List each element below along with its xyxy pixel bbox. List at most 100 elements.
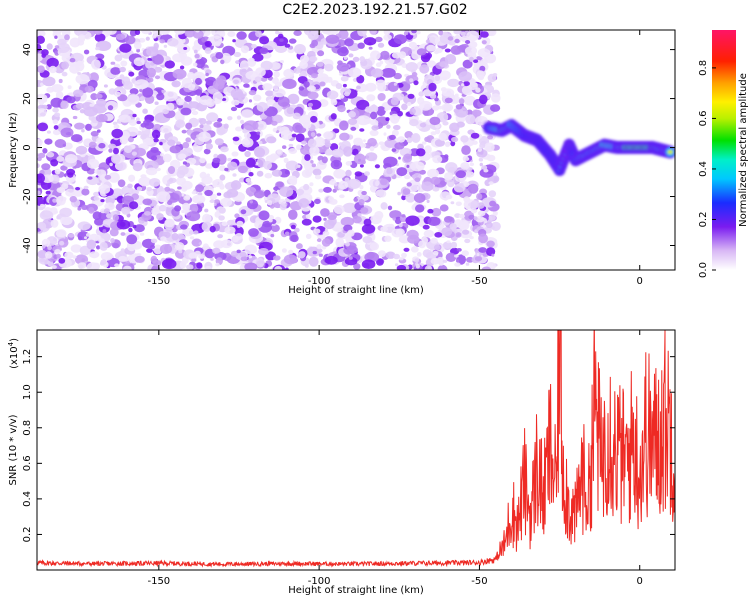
noise-blob — [488, 190, 497, 198]
noise-blob — [193, 62, 198, 67]
noise-blob — [171, 233, 179, 241]
noise-blob — [293, 67, 301, 74]
noise-blob — [42, 76, 56, 87]
noise-blob — [120, 248, 125, 252]
noise-blob — [401, 103, 408, 111]
noise-blob — [184, 30, 195, 38]
noise-blob — [127, 94, 140, 105]
noise-blob — [338, 180, 349, 190]
noise-blob — [141, 30, 151, 35]
noise-blob — [441, 103, 453, 112]
noise-blob — [441, 227, 453, 237]
noise-blob — [317, 50, 325, 57]
noise-blob — [461, 83, 465, 87]
noise-blob — [224, 167, 229, 172]
noise-blob — [162, 153, 172, 163]
noise-blob — [164, 186, 171, 192]
noise-blob — [340, 75, 349, 82]
noise-blob — [283, 157, 289, 164]
noise-blob — [215, 262, 220, 267]
noise-blob — [380, 178, 388, 186]
noise-blob — [74, 122, 85, 130]
noise-blob — [95, 235, 102, 241]
noise-blob — [390, 97, 399, 106]
noise-blob — [312, 215, 322, 223]
noise-blob — [470, 132, 480, 139]
noise-blob — [259, 36, 270, 45]
noise-blob — [442, 241, 453, 249]
noise-blob — [109, 162, 113, 167]
noise-blob — [434, 50, 439, 55]
noise-blob — [339, 120, 349, 131]
noise-blob — [288, 38, 297, 44]
noise-blob — [138, 176, 152, 187]
noise-blob — [348, 53, 354, 58]
noise-blob — [479, 168, 494, 178]
noise-blob — [51, 265, 57, 269]
noise-blob — [226, 242, 231, 246]
colorbar-tick-label: 0.4 — [698, 161, 709, 177]
noise-blob — [116, 219, 131, 230]
noise-blob — [476, 193, 483, 200]
noise-blob — [370, 214, 382, 225]
noise-blob — [169, 145, 181, 154]
noise-blob — [410, 246, 419, 253]
noise-blob — [37, 53, 43, 62]
noise-blob — [213, 202, 217, 206]
noise-blob — [428, 82, 437, 92]
noise-blob — [99, 175, 106, 181]
noise-blob — [272, 127, 277, 133]
noise-blob — [196, 134, 200, 138]
noise-blob — [376, 106, 386, 117]
noise-blob — [204, 189, 213, 197]
noise-blob — [317, 145, 327, 153]
noise-blob — [52, 129, 61, 136]
noise-blob — [147, 77, 154, 83]
noise-blob — [403, 247, 410, 252]
noise-blob — [168, 177, 177, 184]
noise-blob — [233, 79, 240, 85]
noise-blob — [329, 198, 338, 205]
x-tick-label: -50 — [471, 576, 487, 587]
noise-blob — [271, 169, 283, 177]
noise-blob — [154, 101, 159, 105]
noise-blob — [487, 73, 497, 83]
noise-blob — [393, 253, 400, 260]
noise-blob — [188, 230, 194, 235]
noise-blob — [192, 30, 204, 39]
noise-blob — [187, 71, 195, 80]
noise-blob — [287, 93, 300, 105]
noise-blob — [236, 31, 247, 40]
noise-blob — [282, 145, 287, 150]
noise-blob — [371, 125, 379, 131]
noise-blob — [279, 186, 294, 198]
noise-blob — [393, 34, 407, 45]
noise-blob — [140, 134, 147, 140]
noise-blob — [462, 229, 470, 235]
noise-blob — [186, 211, 201, 222]
noise-blob — [455, 232, 462, 238]
noise-blob — [215, 52, 224, 59]
noise-blob — [156, 167, 161, 172]
noise-blob — [383, 132, 387, 136]
noise-blob — [298, 198, 310, 208]
noise-blob — [38, 98, 45, 105]
noise-blob — [71, 186, 85, 197]
noise-blob — [335, 237, 345, 248]
noise-blob — [369, 104, 379, 113]
noise-blob — [444, 48, 451, 53]
noise-blob — [234, 213, 240, 219]
noise-blob — [78, 236, 83, 241]
noise-blob — [134, 30, 141, 35]
noise-blob — [384, 107, 389, 112]
noise-blob — [118, 255, 127, 262]
noise-blob — [61, 54, 71, 62]
noise-blob — [221, 221, 228, 227]
noise-blob — [321, 238, 331, 247]
noise-blob — [227, 161, 238, 171]
noise-blob — [166, 183, 170, 187]
noise-blob — [307, 138, 317, 148]
noise-blob — [205, 41, 211, 47]
noise-blob — [397, 110, 403, 117]
noise-blob — [256, 101, 268, 112]
